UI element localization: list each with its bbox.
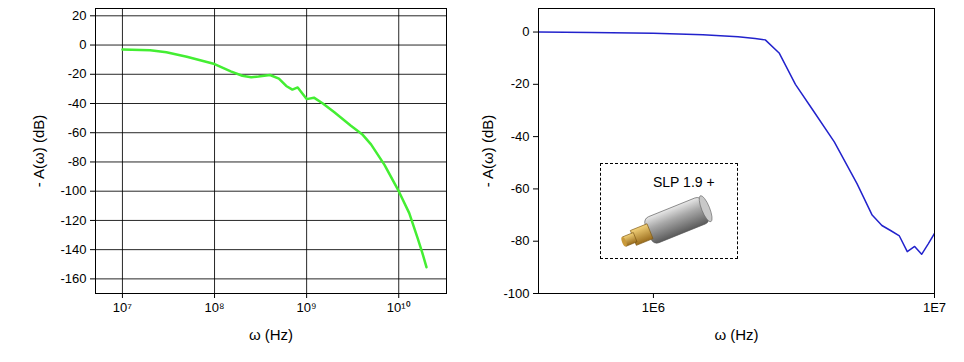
- svg-text:-120: -120: [60, 213, 86, 228]
- svg-text:-80: -80: [68, 154, 87, 169]
- svg-text:0: 0: [522, 24, 529, 39]
- svg-text:-160: -160: [60, 271, 86, 286]
- svg-text:- A(ω) (dB): - A(ω) (dB): [30, 115, 47, 188]
- svg-text:0: 0: [79, 37, 86, 52]
- html-text:SLP 1.9 +: SLP 1.9 +: [653, 174, 715, 190]
- svg-text:10¹⁰: 10¹⁰: [387, 300, 411, 315]
- svg-text:-100: -100: [60, 183, 86, 198]
- svg-text:-40: -40: [511, 129, 530, 144]
- svg-text:1E7: 1E7: [923, 300, 946, 315]
- svg-text:20: 20: [72, 8, 86, 23]
- svg-text:- A(ω) (dB): - A(ω) (dB): [479, 115, 496, 188]
- svg-text:10⁸: 10⁸: [205, 300, 225, 315]
- svg-text:1E6: 1E6: [642, 300, 665, 315]
- svg-text:-80: -80: [511, 233, 530, 248]
- svg-text:10⁷: 10⁷: [113, 300, 132, 315]
- svg-text:-60: -60: [68, 125, 87, 140]
- svg-text:ω (Hz): ω (Hz): [249, 326, 293, 343]
- svg-text:-140: -140: [60, 242, 86, 257]
- svg-text:10⁹: 10⁹: [297, 300, 317, 315]
- svg-text:-60: -60: [511, 181, 530, 196]
- svg-text:-100: -100: [503, 286, 529, 301]
- svg-text:ω (Hz): ω (Hz): [714, 326, 758, 343]
- svg-text:-20: -20: [511, 76, 530, 91]
- svg-text:-20: -20: [68, 66, 87, 81]
- svg-text:-40: -40: [68, 96, 87, 111]
